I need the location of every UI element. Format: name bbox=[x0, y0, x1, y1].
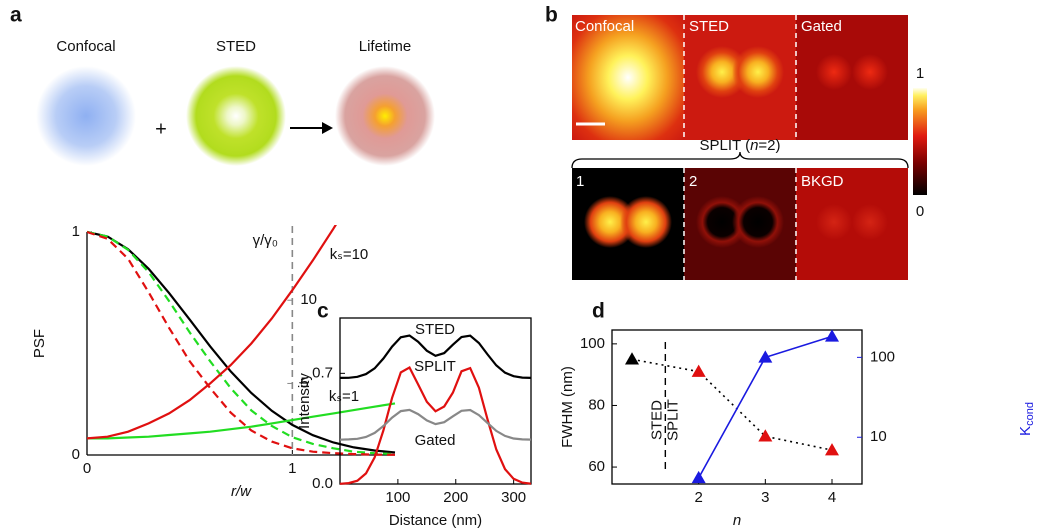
image-label: STED bbox=[689, 18, 729, 35]
illustration-label: Lifetime bbox=[359, 38, 412, 55]
divider-label: SPLIT bbox=[664, 399, 681, 441]
y2-tick-label: 10 bbox=[300, 291, 317, 308]
image-spot bbox=[816, 204, 852, 240]
point-marker bbox=[825, 329, 839, 341]
y-axis-label: PSF bbox=[31, 329, 48, 358]
panel-label: c bbox=[317, 300, 329, 323]
y-tick-label: 100 bbox=[580, 335, 605, 352]
point-marker bbox=[758, 429, 772, 441]
arrow-head bbox=[322, 122, 333, 134]
series-line bbox=[87, 232, 395, 455]
image-spot bbox=[816, 54, 852, 90]
series-label: Gated bbox=[415, 432, 456, 449]
y2-tick-label: 10 bbox=[870, 428, 887, 445]
illustration-label: Confocal bbox=[56, 38, 115, 55]
x-axis-label: Distance (nm) bbox=[389, 512, 482, 529]
x-tick-label: 0 bbox=[83, 460, 91, 477]
image-label: Gated bbox=[801, 18, 842, 35]
series-label: kₛ=1 bbox=[329, 388, 359, 405]
y2-axis-label: γ/γ₀ bbox=[253, 232, 278, 249]
colorbar bbox=[913, 88, 927, 195]
y-tick-label: 0.0 bbox=[312, 475, 333, 492]
y2-tick-label: 100 bbox=[870, 348, 895, 365]
y-axis-label: FWHM (nm) bbox=[559, 366, 576, 448]
point-marker bbox=[692, 471, 706, 483]
x-tick-label: 2 bbox=[694, 489, 702, 506]
point-marker bbox=[625, 352, 639, 364]
brace-label-part: =2) bbox=[758, 137, 780, 154]
x-tick-label: 300 bbox=[501, 489, 526, 506]
lifetime-spot bbox=[335, 66, 435, 166]
colorbar-tick-label: 1 bbox=[916, 65, 924, 82]
brace bbox=[572, 152, 908, 168]
x-tick-label: 4 bbox=[828, 489, 836, 506]
x-tick-label: 100 bbox=[385, 489, 410, 506]
image-label: 2 bbox=[689, 173, 697, 190]
divider-label: STED bbox=[648, 400, 665, 440]
confocal-spot bbox=[36, 66, 136, 166]
figure: a b c d Confocal STED Lifetime + Confoca… bbox=[0, 0, 1039, 532]
brace-label-part: n bbox=[750, 137, 758, 154]
colorbar-tick-label: 0 bbox=[916, 203, 924, 220]
y2-axis-label-part: cond bbox=[1024, 402, 1036, 426]
y-tick-label: 1 bbox=[72, 223, 80, 240]
x-axis-label: n bbox=[733, 512, 741, 529]
x-tick-label: 1 bbox=[288, 460, 296, 477]
panel-label: a bbox=[10, 4, 22, 27]
y-tick-label: 60 bbox=[588, 458, 605, 475]
image-label: BKGD bbox=[801, 173, 844, 190]
y2-axis-label: Kcond bbox=[1017, 402, 1036, 436]
y-axis-label: Intensity bbox=[296, 373, 313, 429]
x-tick-label: 200 bbox=[443, 489, 468, 506]
brace-label-part: SPLIT ( bbox=[699, 137, 750, 154]
series-label: SPLIT bbox=[414, 358, 456, 375]
image-label: 1 bbox=[576, 173, 584, 190]
panel-label: d bbox=[592, 300, 605, 323]
panel-label: b bbox=[545, 4, 558, 27]
point-marker bbox=[692, 365, 706, 377]
y2-axis-label-part: K bbox=[1017, 426, 1034, 436]
y-tick-label: 0.7 bbox=[312, 364, 333, 381]
illustration-label: STED bbox=[216, 38, 256, 55]
image-spot bbox=[732, 196, 784, 248]
sted-spot bbox=[186, 66, 286, 166]
image-spot bbox=[620, 196, 672, 248]
brace-label: SPLIT (n=2) bbox=[699, 137, 780, 154]
image-spot bbox=[732, 46, 784, 98]
plus-sign: + bbox=[155, 118, 167, 140]
y-tick-label: 80 bbox=[588, 396, 605, 413]
series-line bbox=[340, 368, 531, 484]
x-axis-label: r/w bbox=[231, 483, 252, 500]
image-spot bbox=[852, 54, 888, 90]
image-spot bbox=[852, 204, 888, 240]
image-label: Confocal bbox=[575, 18, 634, 35]
plot-frame bbox=[340, 318, 531, 484]
x-tick-label: 3 bbox=[761, 489, 769, 506]
series-label: kₛ=10 bbox=[330, 246, 369, 263]
series-label: STED bbox=[415, 321, 455, 338]
y-tick-label: 0 bbox=[72, 446, 80, 463]
